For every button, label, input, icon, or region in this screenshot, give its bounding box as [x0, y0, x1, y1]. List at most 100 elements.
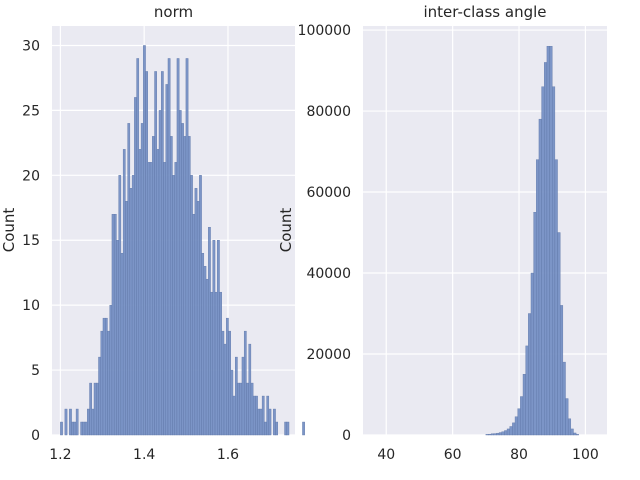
histogram-bar	[257, 408, 261, 436]
histogram-bar	[259, 408, 263, 436]
histogram-bar	[187, 136, 191, 436]
chart-title: inter-class angle	[423, 3, 546, 21]
histogram-bar	[522, 374, 526, 436]
histogram-bar	[214, 291, 218, 436]
histogram-bar	[261, 395, 265, 436]
y-tick-labels: 0 20000 40000 60000 80000 100000	[298, 23, 351, 444]
histogram-bar	[165, 84, 169, 436]
y-tick-label: 30	[22, 38, 40, 54]
x-tick-label: 1.6	[217, 447, 239, 463]
histogram-bar	[185, 58, 189, 436]
histogram-bar	[504, 430, 508, 436]
histogram-bar	[75, 408, 79, 436]
x-tick-labels: 1.2 1.4 1.6	[49, 447, 239, 463]
histogram-bar	[302, 421, 305, 436]
plot-area-background	[363, 26, 607, 435]
histogram-bar	[102, 317, 106, 436]
histogram-bar	[161, 71, 164, 436]
histogram-bar	[163, 162, 166, 436]
histogram-bar	[84, 421, 88, 436]
histogram-bar	[64, 408, 68, 436]
y-tick-label: 60000	[306, 185, 351, 201]
histogram-bar	[131, 175, 135, 436]
x-tick-label: 40	[377, 447, 395, 463]
histogram-bar	[87, 408, 90, 436]
histogram-bar	[273, 408, 276, 436]
histogram-bar	[199, 175, 202, 436]
histogram-bar	[512, 422, 516, 436]
histogram-bar	[541, 86, 545, 436]
histogram-bar	[488, 433, 492, 436]
y-tick-labels: 0 5 10 15 20 25 30	[22, 38, 40, 444]
y-tick-label: 40000	[306, 266, 351, 282]
histogram-bar	[573, 432, 577, 436]
histogram-bar	[223, 343, 227, 436]
histogram-bar	[559, 305, 564, 436]
y-tick-label: 100000	[298, 23, 351, 39]
histogram-bar	[140, 123, 144, 436]
histogram-bar	[255, 395, 258, 436]
histogram-bar	[192, 214, 196, 436]
histogram-bar	[557, 232, 561, 436]
histogram-bar	[554, 159, 558, 436]
histogram-bar	[232, 395, 236, 436]
histogram-bar	[91, 408, 95, 436]
histogram-bar	[129, 188, 133, 436]
histogram-bar	[530, 272, 534, 436]
histogram-bar	[181, 123, 184, 436]
histogram-bar	[210, 291, 213, 436]
histogram-bar	[208, 227, 211, 436]
histogram-bar	[93, 382, 97, 436]
histogram-bar	[517, 408, 521, 436]
histogram-bar	[221, 330, 225, 436]
histogram-bar	[176, 58, 180, 436]
histogram-bar	[536, 159, 540, 436]
histogram-bar	[485, 434, 489, 436]
histogram-bar	[286, 421, 290, 436]
histogram-bar	[183, 136, 187, 436]
histogram-bar	[230, 369, 234, 436]
histogram-bar	[138, 149, 142, 436]
histogram-bar	[147, 162, 151, 436]
histogram-bar	[248, 343, 252, 436]
histogram-bar	[71, 421, 75, 436]
histogram-bar	[565, 398, 569, 436]
x-tick-label: 80	[510, 447, 528, 463]
chart-title: norm	[154, 3, 193, 21]
histogram-bar	[205, 278, 209, 436]
histogram-bar	[190, 175, 193, 436]
histogram-bar	[528, 313, 532, 436]
histogram-bar	[509, 426, 513, 436]
histogram-bar	[172, 175, 175, 436]
histogram-bar	[514, 416, 518, 436]
histogram-bar	[544, 62, 548, 436]
histogram-bar	[118, 175, 122, 436]
histogram-bar	[266, 395, 270, 436]
histogram-bar	[120, 253, 124, 436]
histogram-bar	[201, 253, 205, 436]
histogram-bar	[212, 240, 216, 436]
histogram-bar	[562, 361, 566, 436]
histogram-bar	[156, 149, 160, 436]
histogram-bars	[60, 45, 305, 436]
norm-histogram-panel: 1.2 1.4 1.6 0 5 10 15 20 25 30 norm Count	[0, 3, 305, 463]
y-tick-label: 20000	[306, 347, 351, 363]
histogram-bar	[570, 428, 574, 436]
histogram-bar	[533, 212, 537, 436]
x-tick-label: 1.4	[133, 447, 155, 463]
y-tick-label: 10	[22, 298, 40, 314]
histogram-bar	[152, 136, 155, 436]
histogram-bar	[73, 421, 77, 436]
histogram-bar	[493, 433, 497, 436]
histogram-bar	[136, 58, 140, 436]
histogram-bar	[134, 97, 137, 436]
histogram-bar	[575, 434, 579, 436]
y-tick-label: 15	[22, 233, 40, 249]
histogram-bar	[80, 421, 83, 436]
histogram-bar	[122, 149, 126, 436]
y-axis-label: Count	[0, 208, 18, 253]
y-tick-label: 5	[31, 363, 40, 379]
x-tick-label: 1.2	[49, 447, 71, 463]
histogram-bars	[485, 46, 579, 436]
